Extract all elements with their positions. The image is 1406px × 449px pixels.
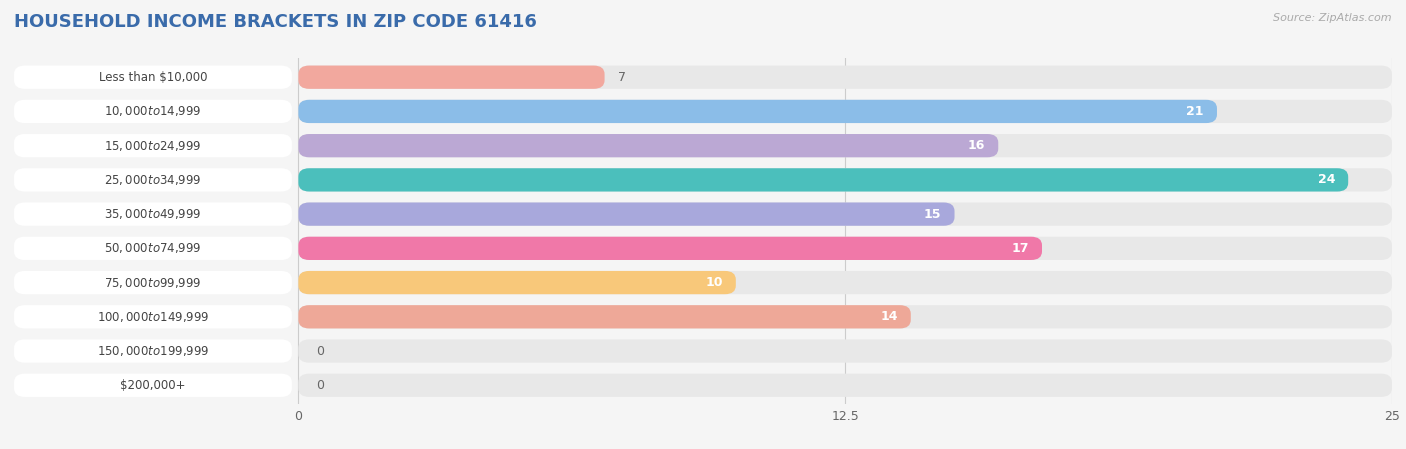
FancyBboxPatch shape bbox=[298, 271, 1392, 294]
Text: Less than $10,000: Less than $10,000 bbox=[98, 70, 207, 84]
Text: 0: 0 bbox=[316, 344, 323, 357]
FancyBboxPatch shape bbox=[14, 339, 292, 363]
FancyBboxPatch shape bbox=[14, 100, 292, 123]
FancyBboxPatch shape bbox=[298, 100, 1392, 123]
FancyBboxPatch shape bbox=[14, 305, 292, 329]
Text: $15,000 to $24,999: $15,000 to $24,999 bbox=[104, 139, 201, 153]
Text: $200,000+: $200,000+ bbox=[120, 379, 186, 392]
FancyBboxPatch shape bbox=[14, 374, 292, 397]
FancyBboxPatch shape bbox=[298, 339, 1392, 363]
FancyBboxPatch shape bbox=[298, 305, 911, 329]
FancyBboxPatch shape bbox=[298, 202, 955, 226]
FancyBboxPatch shape bbox=[14, 237, 292, 260]
FancyBboxPatch shape bbox=[298, 237, 1042, 260]
Text: 14: 14 bbox=[880, 310, 897, 323]
FancyBboxPatch shape bbox=[14, 271, 292, 294]
Text: 21: 21 bbox=[1187, 105, 1204, 118]
FancyBboxPatch shape bbox=[298, 168, 1392, 192]
FancyBboxPatch shape bbox=[298, 374, 1392, 397]
Text: $25,000 to $34,999: $25,000 to $34,999 bbox=[104, 173, 201, 187]
Text: 0: 0 bbox=[316, 379, 323, 392]
FancyBboxPatch shape bbox=[298, 66, 605, 89]
Text: 16: 16 bbox=[967, 139, 986, 152]
FancyBboxPatch shape bbox=[298, 305, 1392, 329]
FancyBboxPatch shape bbox=[298, 202, 1392, 226]
Text: $150,000 to $199,999: $150,000 to $199,999 bbox=[97, 344, 209, 358]
FancyBboxPatch shape bbox=[298, 134, 998, 157]
FancyBboxPatch shape bbox=[14, 134, 292, 157]
FancyBboxPatch shape bbox=[14, 66, 292, 89]
Text: $35,000 to $49,999: $35,000 to $49,999 bbox=[104, 207, 201, 221]
Text: 7: 7 bbox=[617, 70, 626, 84]
Text: $10,000 to $14,999: $10,000 to $14,999 bbox=[104, 105, 201, 119]
FancyBboxPatch shape bbox=[298, 168, 1348, 192]
Text: $50,000 to $74,999: $50,000 to $74,999 bbox=[104, 242, 201, 255]
FancyBboxPatch shape bbox=[14, 168, 292, 192]
FancyBboxPatch shape bbox=[298, 271, 735, 294]
FancyBboxPatch shape bbox=[298, 134, 1392, 157]
Text: 24: 24 bbox=[1317, 173, 1336, 186]
FancyBboxPatch shape bbox=[298, 237, 1392, 260]
Text: $100,000 to $149,999: $100,000 to $149,999 bbox=[97, 310, 209, 324]
FancyBboxPatch shape bbox=[298, 66, 1392, 89]
Text: 17: 17 bbox=[1011, 242, 1029, 255]
Text: 10: 10 bbox=[706, 276, 723, 289]
Text: $75,000 to $99,999: $75,000 to $99,999 bbox=[104, 276, 201, 290]
FancyBboxPatch shape bbox=[298, 100, 1218, 123]
Text: Source: ZipAtlas.com: Source: ZipAtlas.com bbox=[1274, 13, 1392, 23]
Text: HOUSEHOLD INCOME BRACKETS IN ZIP CODE 61416: HOUSEHOLD INCOME BRACKETS IN ZIP CODE 61… bbox=[14, 13, 537, 31]
FancyBboxPatch shape bbox=[14, 202, 292, 226]
Text: 15: 15 bbox=[924, 207, 942, 220]
